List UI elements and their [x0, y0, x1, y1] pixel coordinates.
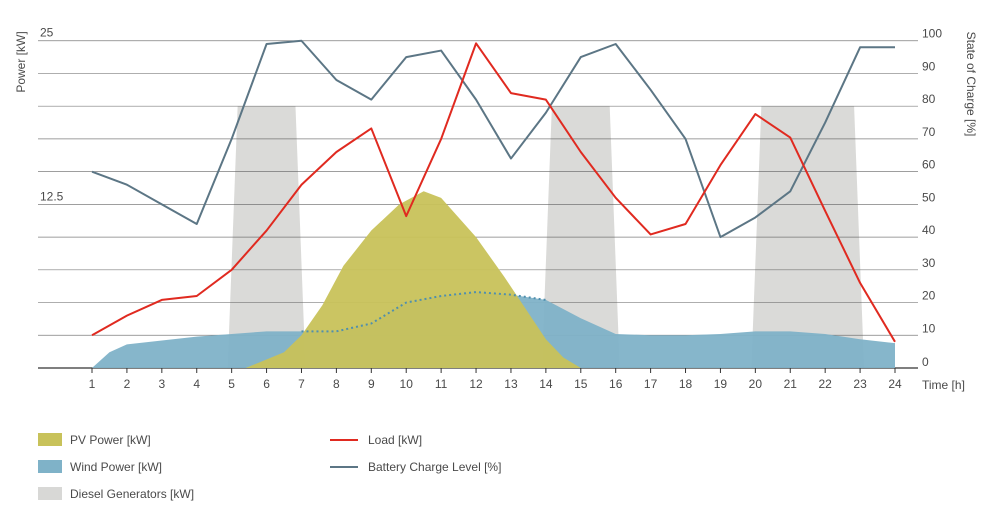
x-tick-label-15: 15	[574, 377, 588, 391]
x-tick-label-18: 18	[679, 377, 693, 391]
x-axis-title: Time [h]	[922, 378, 965, 392]
x-tick-label-21: 21	[784, 377, 798, 391]
x-tick-label-22: 22	[818, 377, 832, 391]
right-tick-label-80: 80	[922, 92, 936, 106]
left-tick-label-25: 25	[40, 26, 54, 40]
pv-power-layer	[245, 191, 581, 368]
x-tick-label-9: 9	[368, 377, 375, 391]
legend-swatch-wind	[38, 460, 62, 473]
right-tick-label-60: 60	[922, 158, 936, 172]
battery-charge-line	[91, 39, 895, 239]
legend-label-diesel: Diesel Generators [kW]	[70, 487, 194, 501]
x-tick-label-4: 4	[193, 377, 200, 391]
x-tick-label-1: 1	[89, 377, 96, 391]
right-tick-label-50: 50	[922, 190, 936, 204]
x-tick-label-17: 17	[644, 377, 658, 391]
right-tick-label-20: 20	[922, 289, 936, 303]
left-axis-title: Power [kW]	[14, 31, 28, 92]
x-tick-label-2: 2	[124, 377, 131, 391]
x-tick-label-5: 5	[228, 377, 235, 391]
right-tick-label-0: 0	[922, 355, 929, 369]
legend-label-load: Load [kW]	[368, 433, 422, 447]
x-tick-label-16: 16	[609, 377, 623, 391]
x-tick-label-14: 14	[539, 377, 553, 391]
x-tick-label-24: 24	[888, 377, 902, 391]
legend-swatch-pv	[38, 433, 62, 446]
x-tick-label-3: 3	[158, 377, 165, 391]
x-tick-label-12: 12	[469, 377, 483, 391]
legend: PV Power [kW] Wind Power [kW] Diesel Gen…	[38, 433, 501, 501]
axes: Power [kW] State of Charge [%] Time [h] …	[14, 26, 978, 392]
x-tick-label-20: 20	[749, 377, 763, 391]
right-axis-title: State of Charge [%]	[964, 32, 978, 137]
x-tick-label-10: 10	[400, 377, 414, 391]
x-tick-label-23: 23	[853, 377, 867, 391]
legend-label-wind: Wind Power [kW]	[70, 460, 162, 474]
x-tick-label-7: 7	[298, 377, 305, 391]
x-tick-label-6: 6	[263, 377, 270, 391]
pv-power-area	[245, 191, 581, 368]
wind-power-overlap-line	[301, 291, 547, 333]
right-tick-label-90: 90	[922, 59, 936, 73]
legend-label-pv: PV Power [kW]	[70, 433, 151, 447]
left-tick-label-12.5: 12.5	[40, 189, 64, 203]
right-tick-label-40: 40	[922, 223, 936, 237]
right-tick-label-30: 30	[922, 256, 936, 270]
legend-swatch-diesel	[38, 487, 62, 500]
right-tick-label-10: 10	[922, 321, 936, 335]
x-tick-label-13: 13	[504, 377, 518, 391]
x-tick-label-11: 11	[435, 377, 448, 391]
x-tick-label-19: 19	[714, 377, 728, 391]
x-tick-label-8: 8	[333, 377, 340, 391]
load-line	[91, 42, 896, 343]
legend-label-battery: Battery Charge Level [%]	[368, 460, 501, 474]
line-series-layer	[91, 39, 896, 343]
right-tick-label-100: 100	[922, 27, 942, 41]
right-tick-label-70: 70	[922, 125, 936, 139]
